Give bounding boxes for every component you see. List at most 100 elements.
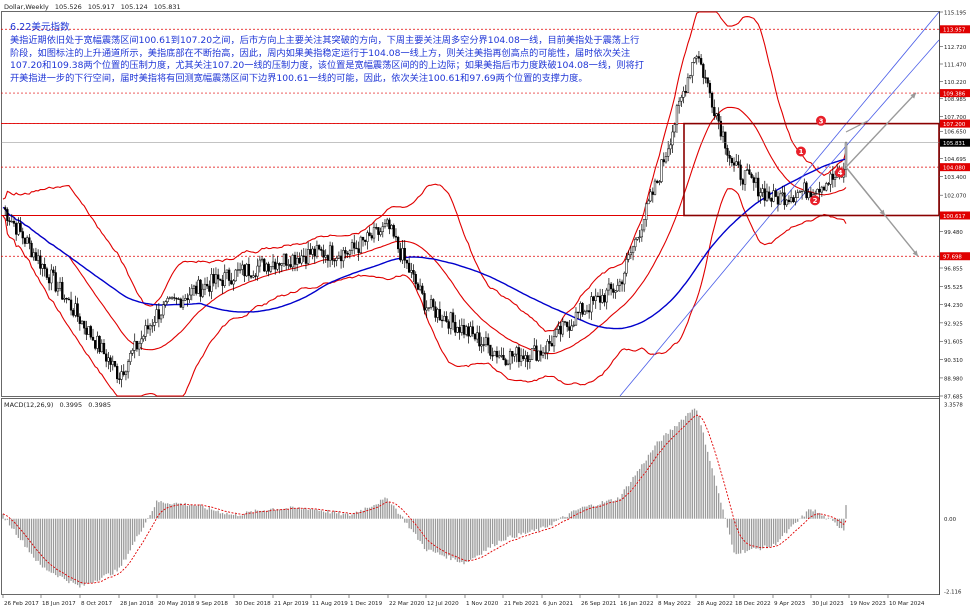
- projection-arrowhead: [912, 250, 918, 257]
- candle-body: [146, 325, 150, 330]
- analysis-title: 6.22美元指数: [10, 22, 70, 33]
- candle-body: [825, 183, 828, 191]
- candle-body: [197, 279, 200, 294]
- analysis-note: 6.22美元指数 美指近期依旧处于宽幅震荡区间100.61到107.20之间，后…: [10, 22, 645, 85]
- candle-body: [32, 252, 35, 258]
- candle-body: [724, 131, 727, 149]
- candle-body: [702, 64, 705, 78]
- candle-body: [256, 265, 259, 277]
- candle-body: [497, 355, 501, 358]
- candle-body: [598, 295, 602, 303]
- price-tick-label: 112.720: [944, 45, 967, 51]
- bollinger-mid: [2, 106, 847, 355]
- date-tick-label: 26 Feb 2017: [4, 601, 39, 607]
- symbol-header: Dollar,Weekly 105.526 105.917 105.124 10…: [4, 3, 185, 11]
- candle-body: [438, 309, 442, 321]
- projection-arrow: [845, 166, 919, 257]
- marker-circle: [796, 146, 806, 157]
- candle-body: [432, 299, 435, 308]
- candle-body: [721, 131, 725, 137]
- candle-body: [603, 295, 606, 303]
- candle-body: [102, 342, 106, 355]
- price-tick-label: 95.525: [944, 285, 963, 291]
- candle-body: [726, 147, 729, 156]
- candle-body: [612, 288, 615, 293]
- candle-body: [21, 231, 24, 239]
- candle-body: [750, 173, 753, 178]
- candle-body: [423, 293, 426, 311]
- candle-body: [28, 237, 31, 244]
- ohlc-low: 105.124: [120, 3, 148, 11]
- candle-body: [164, 301, 167, 305]
- candle-body: [732, 162, 736, 166]
- candle-body: [212, 274, 215, 284]
- candle-body: [522, 355, 525, 360]
- candle-body: [614, 290, 617, 293]
- candle-body: [555, 329, 558, 337]
- candle-body: [502, 355, 505, 360]
- candle-body: [361, 236, 365, 241]
- candle-body: [829, 173, 832, 185]
- candle-body: [317, 245, 321, 250]
- level-tag: [940, 211, 970, 220]
- candle-body: [162, 304, 165, 316]
- candle-body: [8, 220, 11, 222]
- candle-body: [383, 223, 387, 227]
- candle-body: [331, 245, 334, 261]
- candle-body: [337, 255, 341, 259]
- candle-body: [651, 191, 654, 195]
- candle-body: [179, 298, 182, 308]
- marker-label: 4: [838, 169, 843, 177]
- price-tick-label: 96.855: [944, 266, 963, 272]
- candle-body: [735, 161, 738, 166]
- candle-body: [465, 326, 468, 335]
- candle-body: [708, 82, 712, 94]
- candle-body: [541, 352, 545, 356]
- candle-body: [800, 190, 804, 193]
- candle-body: [816, 188, 819, 194]
- candle-body: [609, 283, 613, 290]
- candle-body: [460, 325, 463, 333]
- candle-body: [623, 272, 626, 285]
- candle-body: [667, 148, 670, 157]
- candle-body: [476, 332, 479, 340]
- candle-body: [636, 237, 639, 240]
- date-tick-label: 28 Aug 2022: [697, 601, 733, 607]
- candle-body: [109, 357, 112, 365]
- candle-body: [443, 316, 446, 322]
- candle-body: [278, 263, 281, 266]
- ohlc-open: 105.526: [54, 3, 82, 11]
- candle-body: [579, 303, 582, 313]
- date-tick-label: 8 May 2022: [658, 601, 691, 607]
- candle-body: [552, 336, 556, 347]
- candle-body: [634, 239, 637, 248]
- candle-body: [783, 192, 786, 206]
- candle-body: [539, 350, 543, 356]
- candle-body: [116, 366, 119, 380]
- candle-body: [533, 345, 536, 349]
- candle-body: [346, 252, 349, 255]
- candle-body: [45, 268, 49, 278]
- candle-body: [631, 246, 635, 254]
- candle-body: [781, 192, 784, 195]
- candle-body: [421, 285, 424, 294]
- candle-body: [563, 321, 567, 323]
- candle-body: [768, 191, 771, 199]
- price-tick-label: 108.985: [944, 97, 966, 103]
- date-tick-label: 26 Sep 2021: [581, 601, 617, 607]
- channel-upper-line: [789, 39, 940, 211]
- candle-body: [326, 255, 330, 261]
- level-tag-label: 104.080: [943, 165, 966, 171]
- candle-body: [414, 274, 417, 285]
- candle-body: [260, 258, 264, 261]
- candle-body: [311, 248, 314, 255]
- candle-body: [524, 355, 527, 360]
- candle-body: [306, 249, 310, 264]
- candle-body: [227, 269, 231, 281]
- candle-body: [794, 197, 797, 203]
- candle-body: [157, 309, 161, 320]
- candle-body: [274, 261, 277, 270]
- candle-body: [168, 297, 171, 299]
- candle-body: [449, 312, 452, 329]
